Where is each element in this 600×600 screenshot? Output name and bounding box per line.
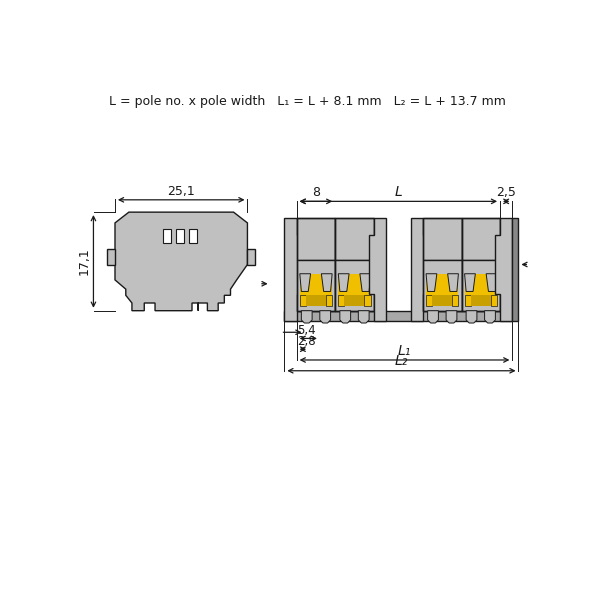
Bar <box>297 218 335 311</box>
Bar <box>326 295 332 306</box>
Polygon shape <box>496 218 512 322</box>
Bar <box>189 229 197 243</box>
Bar <box>284 311 512 322</box>
Bar <box>297 218 335 260</box>
Polygon shape <box>360 274 371 292</box>
Polygon shape <box>369 218 386 322</box>
Polygon shape <box>448 274 458 292</box>
Bar <box>423 218 461 260</box>
Polygon shape <box>358 311 369 323</box>
Bar <box>512 218 518 322</box>
Text: L: L <box>394 185 402 199</box>
Bar <box>300 295 306 306</box>
Polygon shape <box>338 274 349 292</box>
Bar <box>423 260 461 311</box>
Polygon shape <box>247 249 255 265</box>
Bar <box>297 260 335 311</box>
Bar <box>464 295 471 306</box>
Bar <box>306 295 326 306</box>
Text: 25,1: 25,1 <box>167 185 195 197</box>
Text: L = pole no. x pole width   L₁ = L + 8.1 mm   L₂ = L + 13.7 mm: L = pole no. x pole width L₁ = L + 8.1 m… <box>109 95 506 108</box>
Bar <box>491 295 497 306</box>
Bar <box>461 260 500 311</box>
Bar <box>335 218 374 260</box>
Polygon shape <box>426 274 437 292</box>
Bar <box>338 295 344 306</box>
Polygon shape <box>486 274 497 292</box>
Bar <box>163 229 171 243</box>
Text: L₂: L₂ <box>395 355 408 368</box>
Polygon shape <box>322 274 332 292</box>
Polygon shape <box>466 311 477 323</box>
Bar <box>426 295 432 306</box>
Polygon shape <box>446 311 457 323</box>
Bar <box>471 295 491 306</box>
Bar <box>300 274 332 306</box>
Bar <box>461 218 500 260</box>
Polygon shape <box>410 218 428 322</box>
Bar <box>344 295 364 306</box>
Bar <box>364 295 371 306</box>
Polygon shape <box>115 212 247 311</box>
Polygon shape <box>301 311 312 323</box>
Text: 17,1: 17,1 <box>77 248 91 275</box>
Bar <box>335 260 374 311</box>
Polygon shape <box>340 311 350 323</box>
Bar <box>464 274 497 306</box>
Bar <box>176 229 184 243</box>
Bar <box>338 274 371 306</box>
Polygon shape <box>464 274 475 292</box>
Text: 2,8: 2,8 <box>297 335 316 347</box>
Text: 8: 8 <box>312 186 320 199</box>
Polygon shape <box>428 311 439 323</box>
Bar <box>432 295 452 306</box>
Bar <box>335 218 374 311</box>
Bar <box>426 274 458 306</box>
Text: L₁: L₁ <box>398 344 411 358</box>
Polygon shape <box>284 218 301 322</box>
Polygon shape <box>300 274 311 292</box>
Text: 5,4: 5,4 <box>297 324 316 337</box>
Text: 2,5: 2,5 <box>496 186 516 199</box>
Bar <box>452 295 458 306</box>
Polygon shape <box>107 249 115 265</box>
Polygon shape <box>485 311 496 323</box>
Bar <box>461 218 500 311</box>
Bar <box>423 218 461 311</box>
Polygon shape <box>320 311 331 323</box>
